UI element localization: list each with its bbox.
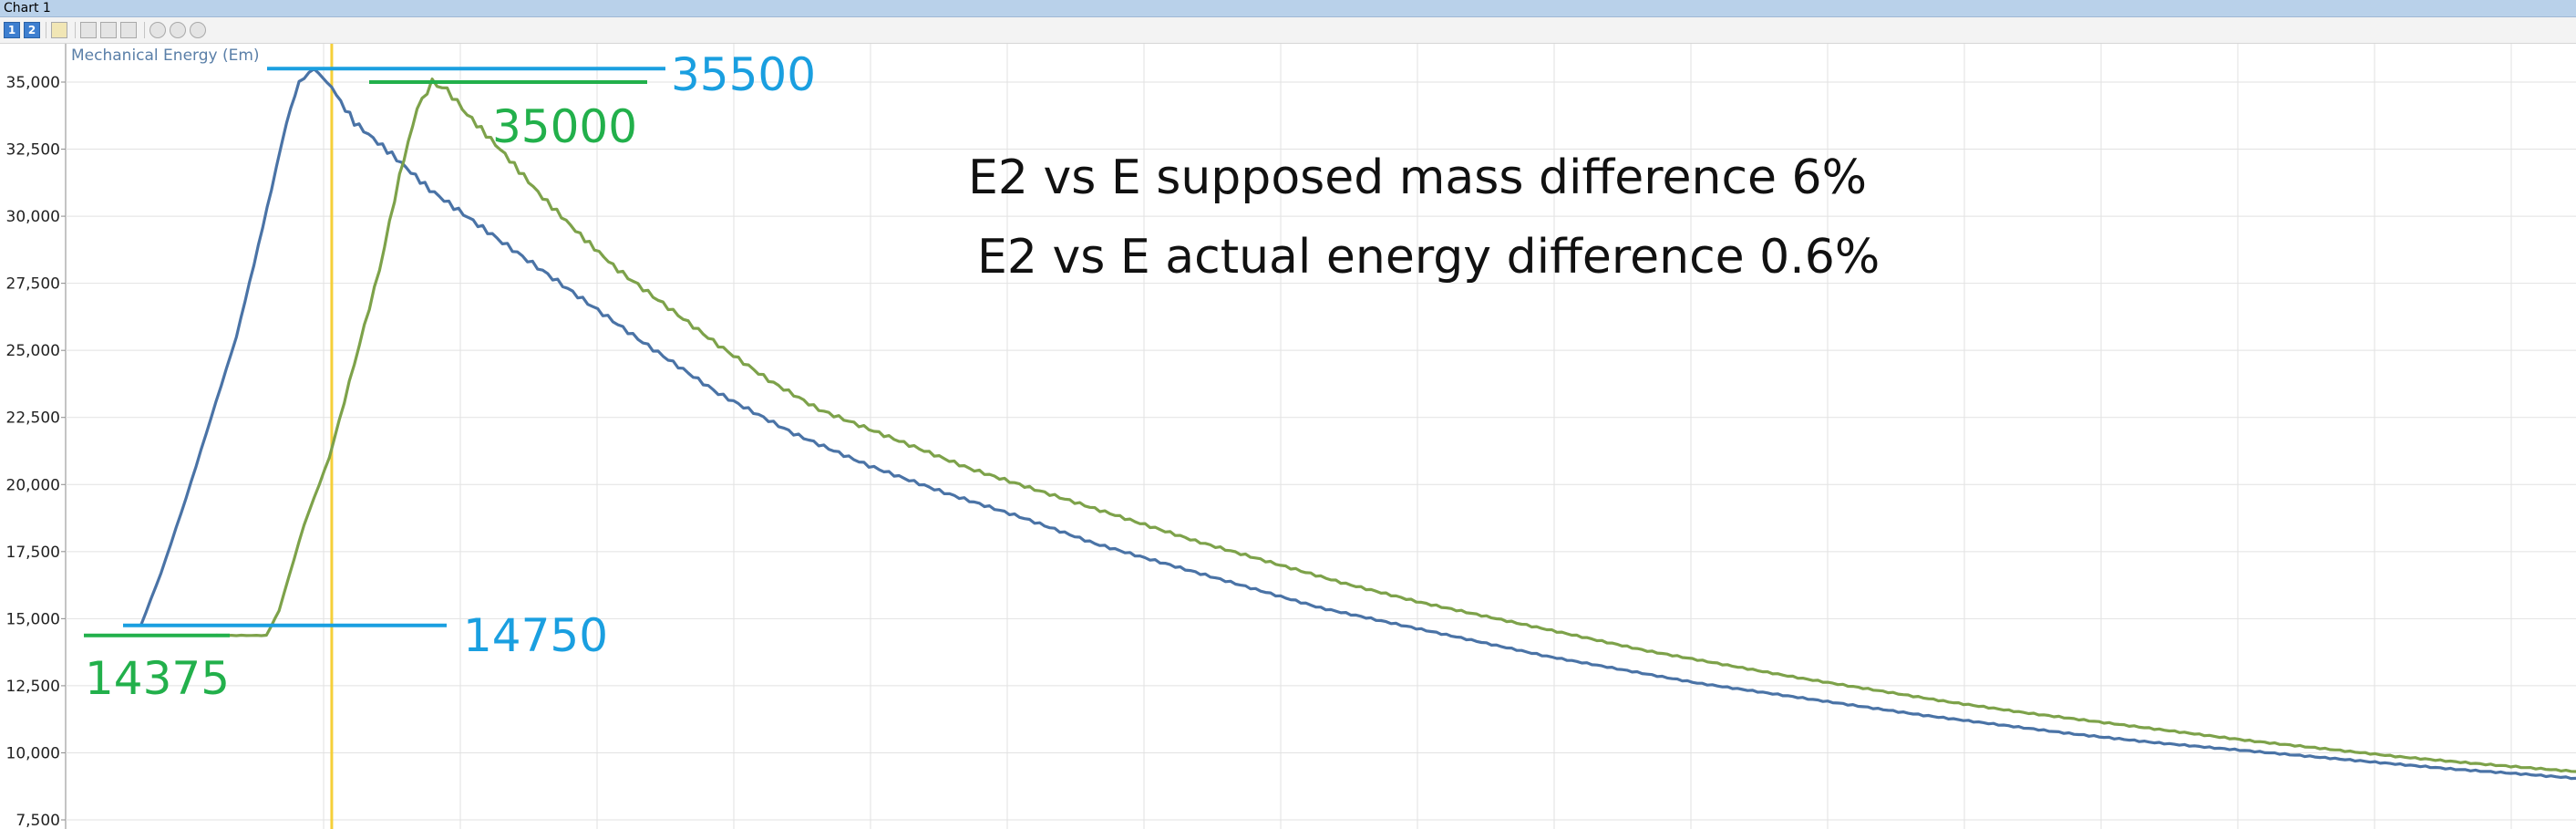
zoom-box-icon[interactable]: [80, 22, 97, 38]
y-tick-label: 20,000: [6, 476, 60, 494]
chart-grid: [61, 44, 2576, 829]
y-tick-label: 22,500: [6, 409, 60, 428]
y-tick-label: 12,500: [6, 678, 60, 696]
toolbar-separator: [144, 22, 145, 38]
zoom-x-icon[interactable]: [100, 22, 117, 38]
chart-series: [139, 67, 2576, 781]
y-tick-label: 17,500: [6, 544, 60, 562]
y-tick-label: 32,500: [6, 141, 60, 160]
y-tick-label: 7,500: [15, 812, 60, 829]
series-label: Mechanical Energy (Em): [71, 47, 260, 65]
window-title-bar: Chart 1: [0, 0, 2576, 17]
pen-tool-icon[interactable]: [51, 22, 67, 38]
series-1-button[interactable]: 1: [4, 22, 20, 38]
annotation-14750: 14750: [463, 609, 609, 662]
series-1-line: [139, 67, 2576, 781]
y-tick-label: 15,000: [6, 610, 60, 628]
annotation-14375: 14375: [85, 652, 231, 705]
series-2-line: [216, 78, 2576, 773]
zoom-y-icon[interactable]: [120, 22, 137, 38]
y-tick-label: 27,500: [6, 275, 60, 294]
annotation-energy-difference: E2 vs E actual energy difference 0.6%: [977, 230, 1880, 285]
zoom-out-icon[interactable]: [170, 22, 186, 38]
series-2-button[interactable]: 2: [24, 22, 40, 38]
energy-line-chart: 7,500 10,000 12,500 15,000 17,500 20,000 22,50…: [6, 44, 2576, 829]
toolbar-separator: [75, 22, 76, 38]
chart-toolbar: 1 2: [0, 17, 2576, 44]
y-tick-label: 25,000: [6, 342, 60, 360]
y-tick-label: 10,000: [6, 744, 60, 762]
magnifier-icon[interactable]: [149, 22, 166, 38]
y-tick-label: 30,000: [6, 208, 60, 226]
annotation-mass-difference: E2 vs E supposed mass difference 6%: [968, 150, 1868, 205]
window-title: Chart 1: [4, 1, 51, 16]
annotation-35000: 35000: [492, 100, 638, 153]
annotation-markers: [84, 67, 665, 637]
annotation-35500: 35500: [671, 48, 817, 101]
zoom-in-icon[interactable]: [190, 22, 206, 38]
y-tick-label: 35,000: [6, 74, 60, 92]
y-axis-ticks: 7,500 10,000 12,500 15,000 17,500 20,000 22,50…: [6, 74, 60, 829]
